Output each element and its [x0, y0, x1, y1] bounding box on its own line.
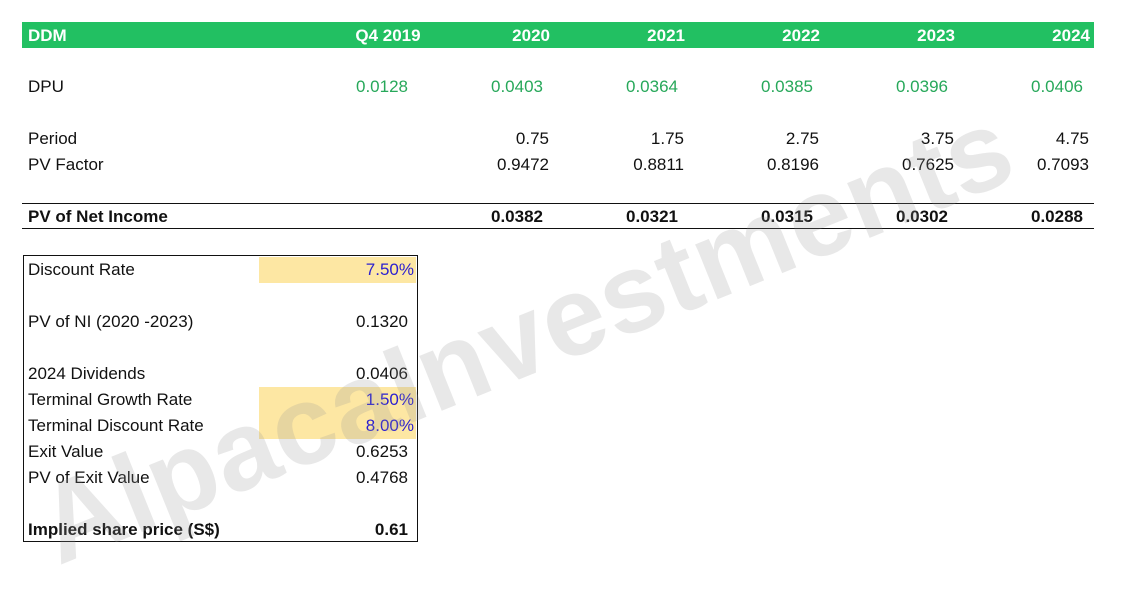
cell-pv-ni-2022[interactable]: 0.0315	[761, 207, 813, 226]
cell-pv-factor-2020[interactable]: 0.9472	[497, 155, 549, 174]
value-terminal-growth-rate[interactable]: 1.50%	[365, 390, 414, 409]
cell-pv-ni-2024[interactable]: 0.0288	[1031, 207, 1083, 226]
cell-pv-factor-2022[interactable]: 0.8196	[767, 155, 819, 174]
summary-row-implied-share-price: Implied share price (S$) 0.61	[24, 517, 416, 543]
header-col-2024: 2024	[1052, 26, 1090, 45]
cell-pv-ni-2021[interactable]: 0.0321	[626, 207, 678, 226]
table-header-row: DDM Q4 2019 2020 2021 2022 2023 2024	[22, 22, 1094, 48]
cell-period-2024[interactable]: 4.75	[1055, 129, 1089, 148]
row-label-period: Period	[28, 129, 78, 148]
header-col-2020: 2020	[512, 26, 550, 45]
header-col-2021: 2021	[647, 26, 685, 45]
summary-row-discount-rate: Discount Rate 7.50%	[24, 257, 416, 283]
cell-dpu-2021[interactable]: 0.0364	[626, 77, 678, 96]
cell-pv-ni-2020[interactable]: 0.0382	[491, 207, 543, 226]
cell-period-2020[interactable]: 0.75	[515, 129, 549, 148]
label-dividends-2024: 2024 Dividends	[28, 364, 146, 383]
value-terminal-discount-rate[interactable]: 8.00%	[365, 416, 414, 435]
label-pv-ni: PV of NI (2020 -2023)	[28, 312, 194, 331]
row-label-pv-net-income: PV of Net Income	[28, 207, 168, 226]
label-pv-exit-value: PV of Exit Value	[28, 468, 150, 487]
value-exit-value[interactable]: 0.6253	[356, 442, 408, 461]
cell-period-2022[interactable]: 2.75	[785, 129, 819, 148]
value-discount-rate[interactable]: 7.50%	[365, 260, 414, 279]
cell-period-2021[interactable]: 1.75	[650, 129, 684, 148]
header-col-2023: 2023	[917, 26, 955, 45]
summary-row-pv-exit-value: PV of Exit Value 0.4768	[24, 465, 416, 491]
label-implied-share-price: Implied share price (S$)	[28, 520, 220, 539]
table-row-pv-net-income: PV of Net Income 0.0382 0.0321 0.0315 0.…	[22, 203, 1094, 229]
cell-pv-factor-2021[interactable]: 0.8811	[633, 155, 684, 174]
cell-dpu-2022[interactable]: 0.0385	[761, 77, 813, 96]
header-col-2022: 2022	[782, 26, 820, 45]
label-terminal-growth-rate: Terminal Growth Rate	[28, 390, 193, 409]
cell-dpu-2024[interactable]: 0.0406	[1031, 77, 1083, 96]
value-pv-ni[interactable]: 0.1320	[356, 312, 408, 331]
header-label-ddm: DDM	[28, 26, 67, 45]
value-implied-share-price[interactable]: 0.61	[374, 520, 408, 539]
cell-pv-factor-2023[interactable]: 0.7625	[902, 155, 954, 174]
cell-dpu-q4-2019[interactable]: 0.0128	[356, 77, 408, 96]
cell-pv-factor-2024[interactable]: 0.7093	[1037, 155, 1089, 174]
cell-dpu-2020[interactable]: 0.0403	[491, 77, 543, 96]
summary-row-dividends-2024: 2024 Dividends 0.0406	[24, 361, 416, 387]
label-discount-rate: Discount Rate	[28, 260, 135, 279]
cell-dpu-2023[interactable]: 0.0396	[896, 77, 948, 96]
cell-period-2023[interactable]: 3.75	[920, 129, 954, 148]
cell-pv-ni-2023[interactable]: 0.0302	[896, 207, 948, 226]
label-exit-value: Exit Value	[28, 442, 104, 461]
input-terminal-growth-rate[interactable]: 1.50%	[259, 387, 416, 413]
value-dividends-2024[interactable]: 0.0406	[356, 364, 408, 383]
summary-row-terminal-growth-rate: 1.50% Terminal Growth Rate	[24, 387, 416, 413]
summary-row-pv-ni: PV of NI (2020 -2023) 0.1320	[24, 309, 416, 335]
summary-row-terminal-discount-rate: 8.00% Terminal Discount Rate	[24, 413, 416, 439]
input-discount-rate[interactable]: 7.50%	[259, 257, 416, 283]
table-row-dpu: DPU 0.0128 0.0403 0.0364 0.0385 0.0396 0…	[22, 75, 1094, 99]
row-label-pv-factor: PV Factor	[28, 155, 104, 174]
valuation-summary-box: Discount Rate 7.50% PV of NI (2020 -2023…	[23, 255, 418, 542]
label-terminal-discount-rate: Terminal Discount Rate	[28, 416, 204, 435]
ddm-spreadsheet: DDM Q4 2019 2020 2021 2022 2023 2024 DPU…	[21, 22, 1094, 588]
table-row-period: Period 0.75 1.75 2.75 3.75 4.75	[22, 127, 1094, 151]
header-col-q4-2019: Q4 2019	[355, 26, 421, 45]
row-label-dpu: DPU	[28, 77, 64, 96]
value-pv-exit-value[interactable]: 0.4768	[356, 468, 408, 487]
table-row-pv-factor: PV Factor 0.9472 0.8811 0.8196 0.7625 0.…	[22, 153, 1094, 177]
input-terminal-discount-rate[interactable]: 8.00%	[259, 413, 416, 439]
summary-row-exit-value: Exit Value 0.6253	[24, 439, 416, 465]
